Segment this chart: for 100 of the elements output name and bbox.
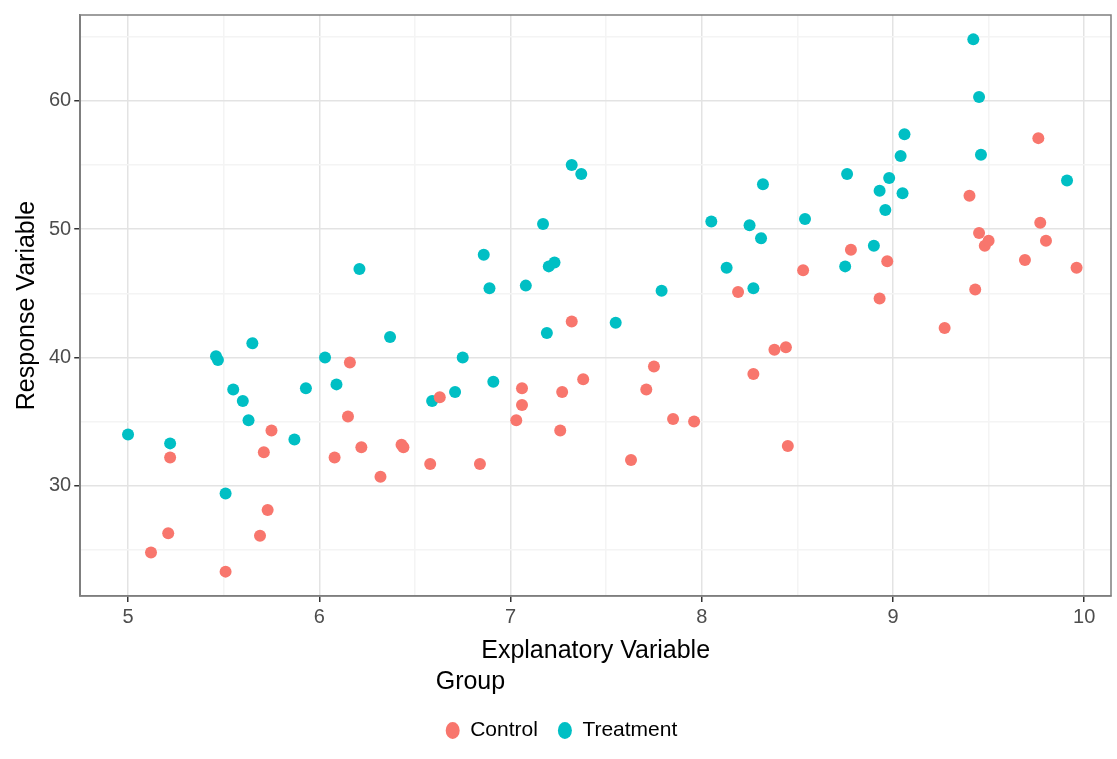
point — [548, 256, 561, 269]
point — [705, 215, 718, 228]
point — [211, 354, 224, 367]
point — [873, 184, 886, 197]
point — [577, 373, 590, 386]
point — [756, 178, 769, 191]
point — [625, 454, 637, 467]
point — [227, 383, 240, 396]
point — [242, 414, 255, 427]
point — [799, 212, 812, 225]
point — [145, 546, 157, 559]
point — [841, 168, 854, 181]
point — [164, 437, 177, 450]
point — [883, 171, 896, 184]
point — [720, 261, 733, 274]
x-tick-label: 9 — [887, 604, 899, 627]
point — [353, 262, 366, 275]
point — [565, 315, 578, 328]
point — [894, 150, 907, 163]
point — [747, 282, 760, 295]
point — [449, 386, 462, 399]
point — [162, 527, 175, 540]
point — [516, 382, 528, 395]
point — [261, 504, 274, 517]
point — [556, 386, 569, 399]
point — [1018, 253, 1031, 266]
point — [781, 439, 794, 452]
x-tick-label: 6 — [313, 604, 325, 627]
point — [797, 264, 810, 277]
point — [554, 424, 567, 437]
y-tick-label: 60 — [49, 88, 72, 111]
legend-label: Treatment — [582, 717, 678, 741]
point — [219, 565, 232, 578]
x-tick-label: 8 — [696, 604, 708, 627]
y-tick-label: 40 — [49, 344, 72, 367]
point — [647, 360, 660, 373]
point — [1039, 234, 1052, 247]
point — [974, 148, 987, 161]
point — [483, 282, 496, 295]
point — [516, 398, 528, 411]
point — [779, 341, 792, 354]
point — [667, 413, 680, 426]
point — [319, 351, 332, 364]
point — [510, 414, 523, 427]
point — [973, 91, 986, 104]
legend-title: Group — [435, 666, 506, 695]
point — [967, 33, 980, 46]
point — [844, 243, 857, 256]
x-tick-label: 5 — [122, 604, 134, 627]
point — [839, 260, 852, 273]
point — [288, 433, 301, 446]
point — [873, 292, 886, 305]
point — [867, 239, 880, 252]
point — [1070, 261, 1083, 274]
point — [265, 424, 278, 437]
point — [896, 187, 909, 200]
point — [537, 218, 550, 231]
point — [254, 529, 267, 542]
point — [433, 391, 446, 404]
point — [424, 457, 437, 470]
point — [881, 255, 894, 268]
point — [341, 410, 354, 423]
point — [473, 457, 486, 470]
point — [575, 168, 588, 181]
point — [732, 286, 745, 299]
point — [355, 441, 368, 454]
point — [969, 283, 982, 296]
x-tick-label: 7 — [504, 604, 517, 627]
point — [768, 343, 781, 356]
point — [384, 330, 397, 343]
point — [122, 428, 135, 441]
y-axis-title: Response Variable — [10, 200, 39, 411]
point — [747, 368, 760, 381]
point — [330, 378, 343, 391]
point — [328, 451, 341, 464]
point — [1032, 132, 1045, 145]
point — [743, 219, 756, 232]
point — [540, 327, 553, 340]
point — [609, 316, 622, 329]
point — [688, 415, 701, 428]
point — [973, 227, 986, 240]
point — [456, 351, 469, 364]
point — [755, 232, 768, 245]
point — [257, 446, 270, 459]
point — [565, 159, 578, 172]
point — [640, 383, 653, 396]
point — [487, 375, 500, 388]
point — [164, 451, 177, 464]
point — [898, 128, 911, 141]
legend-label: Control — [470, 717, 538, 741]
x-tick-label: 10 — [1073, 604, 1096, 627]
y-tick-label: 30 — [49, 473, 72, 496]
point — [236, 395, 249, 408]
point — [1061, 174, 1074, 187]
x-axis-title: Explanatory Variable — [481, 634, 711, 663]
point — [374, 470, 387, 483]
point — [938, 321, 951, 334]
y-tick-label: 50 — [49, 216, 72, 239]
point — [519, 279, 532, 292]
point — [299, 382, 312, 395]
